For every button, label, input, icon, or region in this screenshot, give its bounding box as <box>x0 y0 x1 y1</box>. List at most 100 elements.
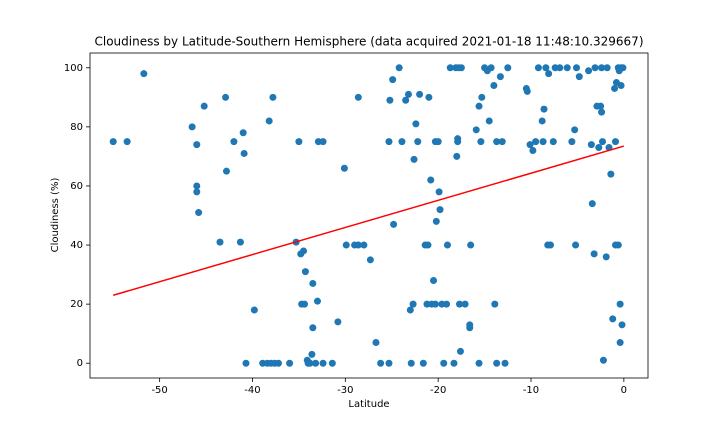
point <box>240 149 248 157</box>
point <box>265 117 273 125</box>
point <box>328 359 336 367</box>
point <box>319 138 327 146</box>
point <box>619 64 627 72</box>
point <box>599 138 607 146</box>
point <box>477 138 485 146</box>
point <box>195 209 203 217</box>
point <box>239 129 247 137</box>
point <box>193 188 201 196</box>
point <box>200 102 208 110</box>
point <box>410 155 418 163</box>
point <box>540 105 548 113</box>
point <box>313 297 321 305</box>
point <box>334 318 342 326</box>
point <box>434 138 442 146</box>
point <box>472 126 480 134</box>
x-axis-label: Latitude <box>348 399 389 410</box>
point <box>532 138 540 146</box>
point <box>490 82 498 89</box>
point <box>432 217 440 225</box>
point <box>545 70 553 78</box>
point <box>466 324 474 332</box>
x-tick-label: -20 <box>430 385 446 396</box>
point <box>475 359 483 367</box>
point <box>485 117 493 125</box>
point <box>286 359 294 367</box>
point <box>440 359 448 367</box>
point <box>409 300 417 308</box>
point <box>309 324 317 332</box>
point <box>354 93 362 101</box>
point <box>556 64 564 72</box>
point <box>591 64 599 72</box>
point <box>236 238 244 246</box>
point <box>424 241 432 249</box>
point <box>588 200 596 208</box>
point <box>607 170 615 178</box>
point <box>412 120 420 128</box>
point <box>475 102 483 110</box>
point <box>568 138 576 146</box>
point <box>340 164 348 172</box>
point <box>435 188 443 196</box>
point <box>414 138 422 146</box>
point <box>188 123 196 131</box>
point <box>572 241 580 249</box>
point <box>611 84 619 92</box>
point <box>222 93 230 101</box>
y-tick-label: 60 <box>70 181 83 192</box>
point <box>614 241 622 249</box>
point <box>602 253 610 261</box>
point <box>269 93 277 101</box>
point <box>306 359 314 367</box>
point <box>523 87 531 95</box>
point <box>478 93 486 101</box>
point <box>563 64 571 72</box>
point <box>597 102 605 110</box>
point <box>504 64 512 72</box>
point <box>493 138 501 146</box>
point <box>498 138 506 146</box>
point <box>526 141 534 149</box>
point <box>457 64 465 72</box>
point <box>467 241 475 249</box>
y-axis-label: Cloudiness (%) <box>50 178 61 253</box>
point <box>398 138 406 146</box>
regression-line <box>113 145 625 296</box>
point <box>547 241 555 249</box>
point <box>386 96 394 104</box>
point <box>402 96 410 104</box>
point <box>300 300 308 308</box>
point <box>309 279 317 287</box>
point <box>274 359 282 367</box>
point <box>587 141 595 149</box>
point <box>427 176 435 184</box>
point <box>406 306 414 314</box>
point <box>603 64 611 72</box>
point <box>616 339 624 347</box>
point <box>590 250 598 258</box>
point <box>453 152 461 160</box>
point <box>549 138 557 146</box>
y-tick-label: 80 <box>70 122 83 133</box>
point <box>425 93 433 101</box>
point <box>377 359 385 367</box>
point <box>493 359 501 367</box>
point <box>571 126 579 134</box>
point <box>575 73 583 81</box>
point <box>242 359 250 367</box>
point <box>416 90 424 98</box>
point <box>539 138 547 146</box>
point <box>616 300 624 308</box>
point <box>431 300 439 308</box>
point <box>419 359 427 367</box>
point <box>598 108 606 116</box>
point <box>454 138 462 146</box>
x-tick-label: -50 <box>151 385 167 396</box>
point <box>395 64 403 72</box>
point <box>250 306 258 314</box>
point <box>598 64 606 72</box>
point <box>461 300 469 308</box>
